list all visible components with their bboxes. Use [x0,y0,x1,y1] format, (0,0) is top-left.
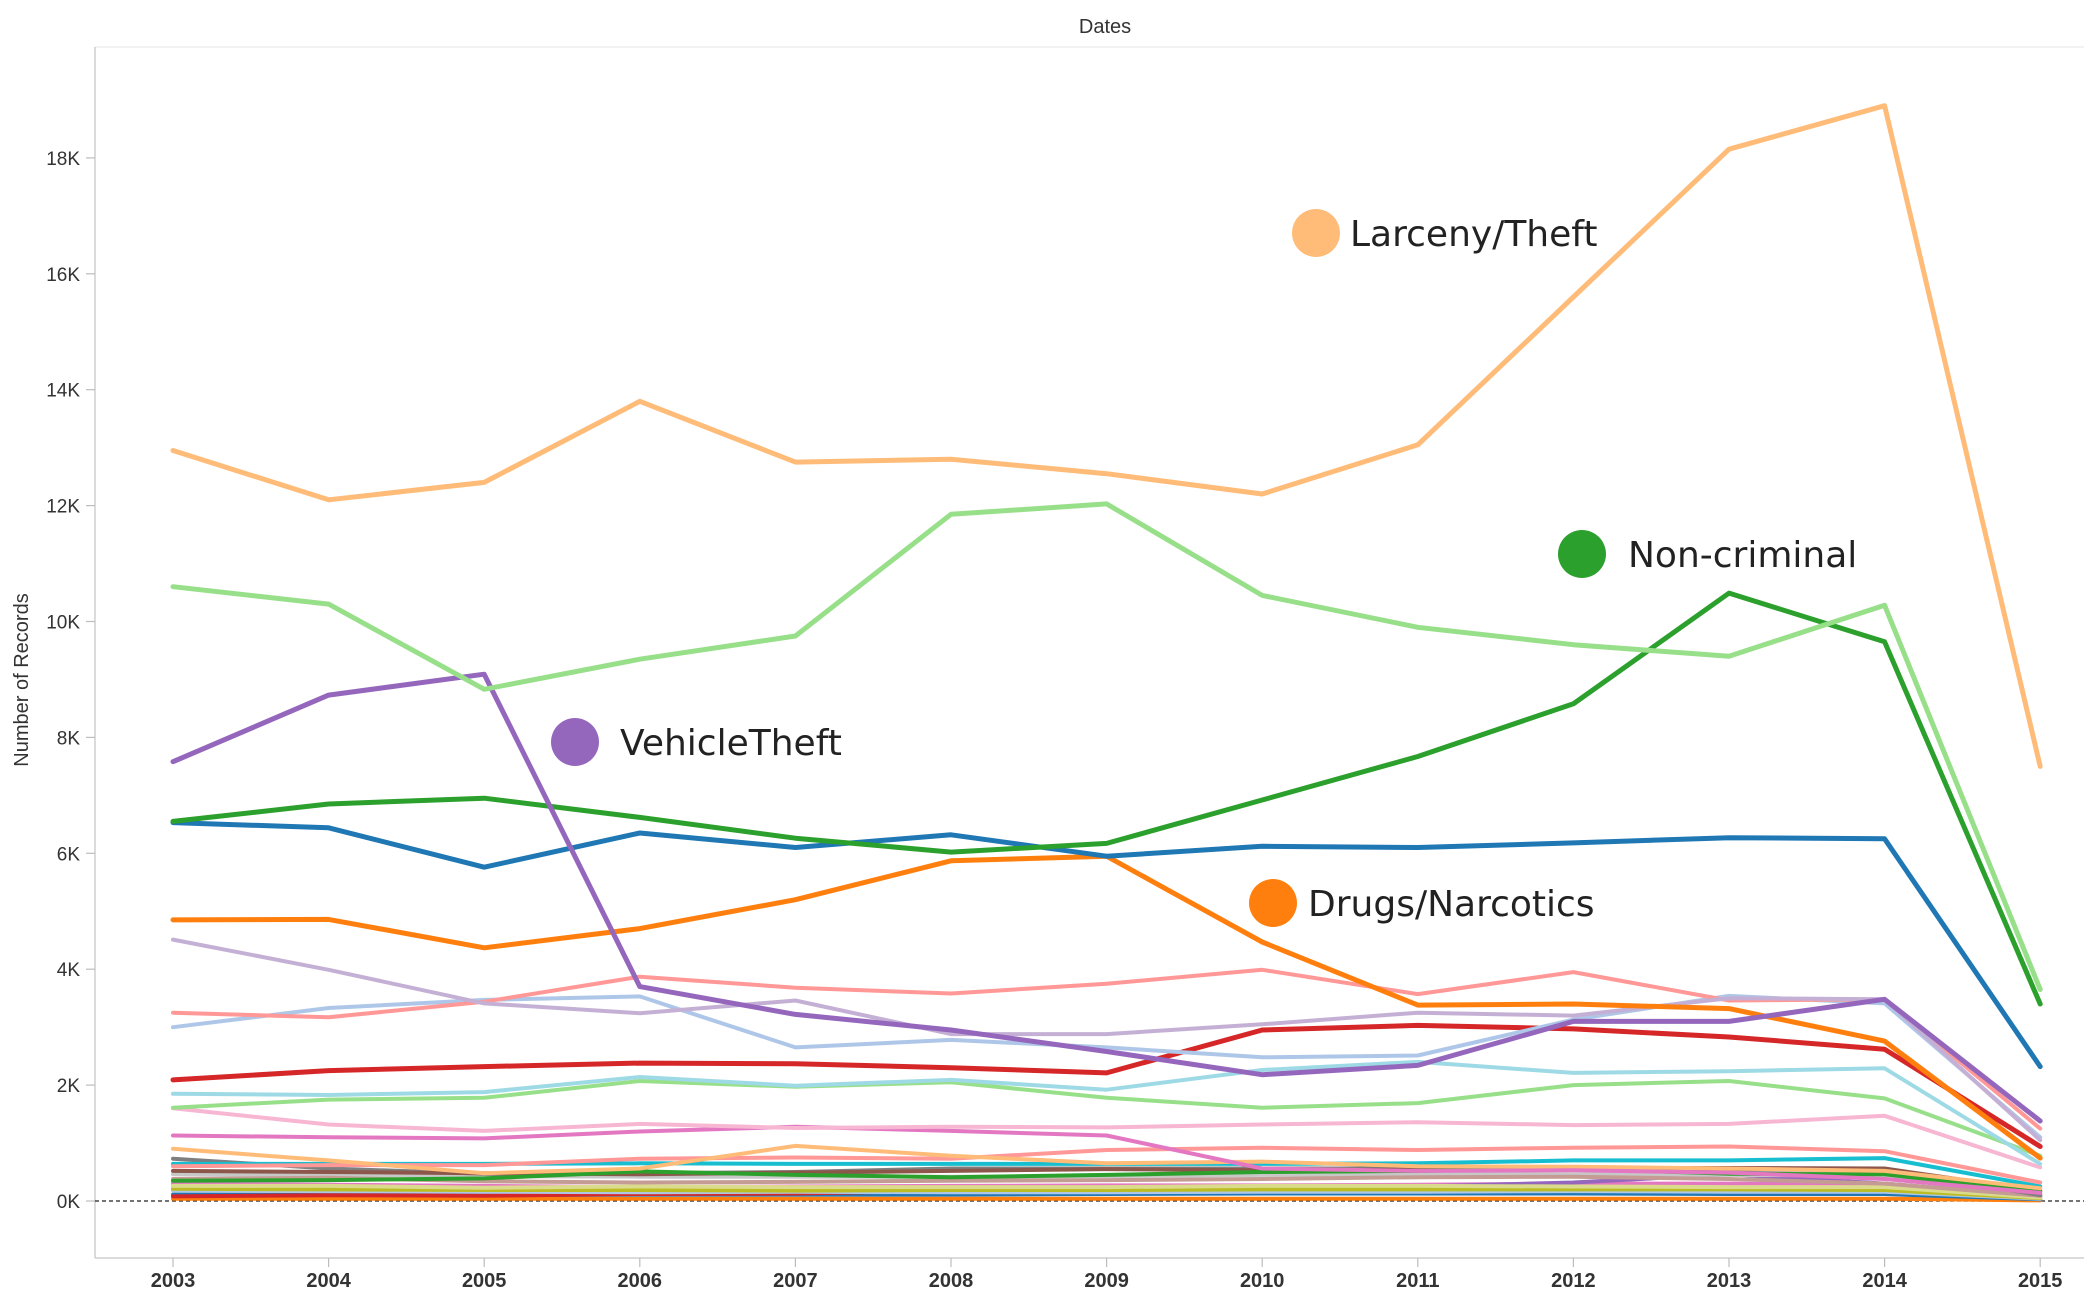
series-line [171,1124,2043,1195]
y-tick-label: 16K [46,265,80,286]
series-line-larceny-theft [170,103,2043,769]
series-line [171,1106,2043,1170]
chart-title: Dates [1079,16,1131,38]
series-line [170,820,2043,1070]
x-tick-label: 2012 [1551,1270,1596,1292]
y-tick-label: 8K [57,728,81,749]
x-axis-ticks: 2003 2004 2005 2006 2007 2008 2009 2010 2011 2012… [151,1258,2063,1292]
x-tick-label: 2005 [462,1270,507,1292]
series-line [171,1174,2043,1198]
series-annotations: Larceny/Theft Non-criminal VehicleTheft Dru… [551,209,1857,927]
annotation-dot-vehicletheft [551,718,599,766]
x-tick-label: 2003 [151,1270,196,1292]
y-tick-label: 14K [46,381,80,402]
series-line [170,1022,2043,1149]
series-line [171,937,2043,1143]
x-tick-label: 2008 [929,1270,974,1292]
annotation-dot-non-criminal [1558,530,1606,578]
series-line [171,1186,2043,1201]
y-tick-label: 0K [57,1192,81,1213]
annotation-label-drugs-narcotics: Drugs/Narcotics [1308,884,1595,925]
y-axis-ticks: 0K 2K 4K 6K 8K 10K 12K 14K 16K 18K [46,149,95,1213]
series-line [171,1143,2043,1191]
annotation-label-non-criminal: Non-criminal [1628,535,1857,576]
x-tick-label: 2015 [2018,1270,2063,1292]
series-line [171,1196,2043,1203]
annotation-label-vehicletheft: VehicleTheft [620,723,842,764]
annotation-label-larceny-theft: Larceny/Theft [1350,214,1597,255]
y-axis-label: Number of Records [11,593,33,766]
annotation-dot-larceny-theft [1292,209,1340,257]
y-tick-label: 18K [46,149,80,170]
series-line-drugs-narcotics [170,853,2043,1161]
x-tick-label: 2004 [306,1270,351,1292]
series-line [171,1144,2043,1185]
x-tick-label: 2013 [1707,1270,1752,1292]
y-tick-label: 4K [57,960,81,981]
series-line-vehicletheft [170,671,2043,1124]
y-tick-label: 12K [46,497,80,518]
x-tick-label: 2010 [1240,1270,1285,1292]
series-line [171,1059,2043,1166]
y-tick-label: 2K [57,1076,81,1097]
x-tick-label: 2014 [1862,1270,1907,1292]
y-tick-label: 6K [57,844,81,865]
y-tick-label: 10K [46,613,80,634]
series-line-non-criminal [170,590,2043,1007]
series-line [171,1183,2043,1200]
x-tick-label: 2007 [773,1270,818,1292]
series-line [170,501,2043,992]
x-tick-label: 2006 [618,1270,663,1292]
series-lines [170,103,2043,1203]
x-tick-label: 2011 [1396,1270,1439,1292]
x-tick-label: 2009 [1084,1270,1129,1292]
annotation-dot-drugs-narcotics [1249,879,1297,927]
series-line [171,1079,2043,1158]
